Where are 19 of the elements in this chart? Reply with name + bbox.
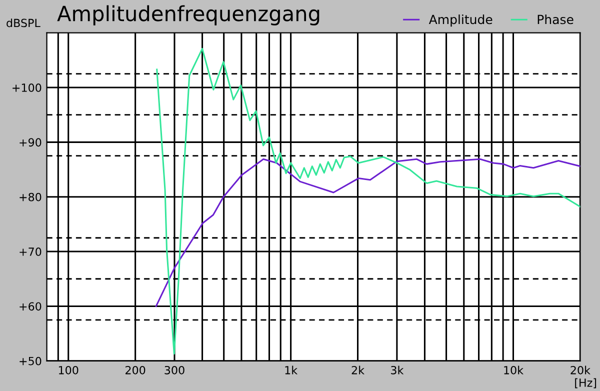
x-tick-label: 1k <box>285 366 298 374</box>
y-tick-label: +60 <box>20 302 42 311</box>
x-tick-label: 10k <box>504 366 524 374</box>
legend-label: Amplitude <box>428 14 492 27</box>
x-tick-label: 2k <box>352 366 364 374</box>
y-tick-label: +90 <box>20 138 42 147</box>
x-tick-label: 300 <box>164 366 184 374</box>
y-tick-label: +80 <box>20 192 42 202</box>
y-tick-label: +100 <box>12 83 42 92</box>
x-tick-label: 100 <box>58 366 78 374</box>
y-axis-title: dBSPL <box>6 18 40 28</box>
y-tick-label: +50 <box>20 356 42 366</box>
x-tick-label: 3k <box>391 366 404 374</box>
x-tick-label: 20k <box>570 366 590 374</box>
legend-label: Phase <box>538 14 574 24</box>
chart-title: Amplitudenfrequenzgang <box>57 5 320 26</box>
y-tick-label: +70 <box>20 248 42 256</box>
x-tick-label: 200 <box>126 366 146 374</box>
x-axis-title: [Hz] <box>575 378 596 388</box>
